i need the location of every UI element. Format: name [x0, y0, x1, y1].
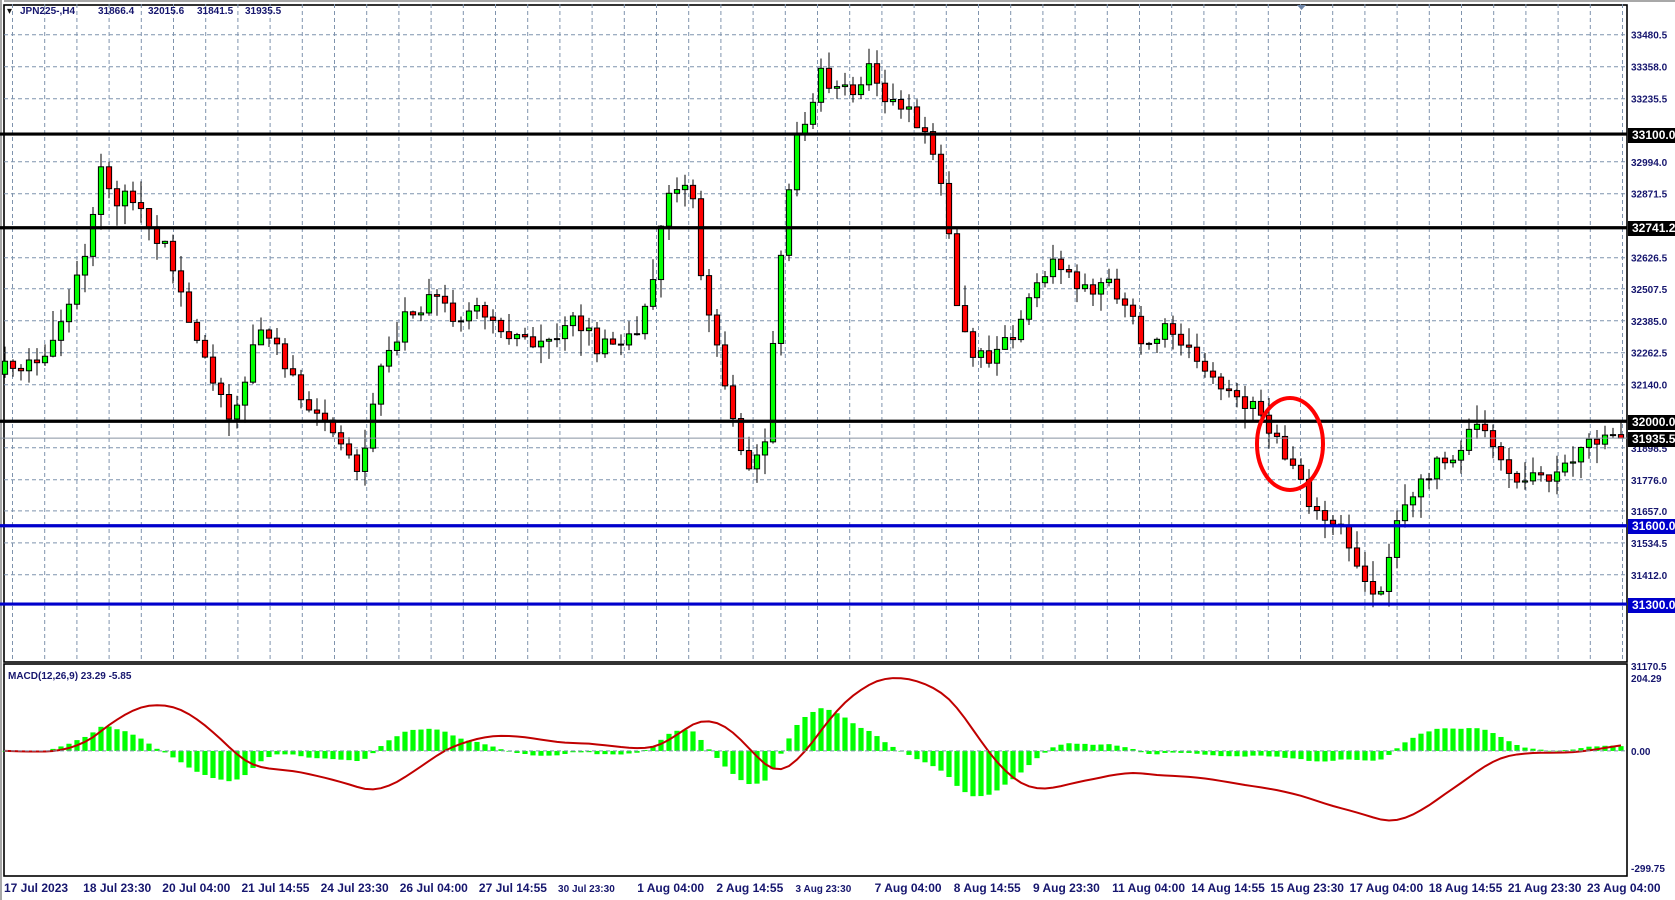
svg-text:23 Aug 04:00: 23 Aug 04:00 — [1587, 881, 1661, 895]
svg-text:7 Aug 04:00: 7 Aug 04:00 — [875, 881, 942, 895]
svg-text:31866.4: 31866.4 — [98, 6, 135, 17]
svg-text:0.00: 0.00 — [1631, 747, 1651, 758]
svg-text:32015.6: 32015.6 — [148, 6, 185, 17]
svg-text:32871.5: 32871.5 — [1631, 190, 1668, 201]
svg-text:21 Jul 14:55: 21 Jul 14:55 — [241, 881, 309, 895]
svg-text:1 Aug 04:00: 1 Aug 04:00 — [637, 881, 704, 895]
svg-text:204.29: 204.29 — [1631, 674, 1662, 685]
svg-text:30 Jul 23:30: 30 Jul 23:30 — [558, 884, 615, 895]
svg-text:32994.0: 32994.0 — [1631, 158, 1668, 169]
svg-text:31841.5: 31841.5 — [197, 6, 234, 17]
svg-text:9 Aug 23:30: 9 Aug 23:30 — [1033, 881, 1100, 895]
svg-text:32626.5: 32626.5 — [1631, 254, 1668, 265]
svg-text:15 Aug 23:30: 15 Aug 23:30 — [1270, 881, 1344, 895]
svg-text:24 Jul 23:30: 24 Jul 23:30 — [321, 881, 389, 895]
svg-text:17 Jul 2023: 17 Jul 2023 — [4, 881, 68, 895]
svg-text:11 Aug 04:00: 11 Aug 04:00 — [1112, 881, 1185, 895]
svg-text:21 Aug 23:30: 21 Aug 23:30 — [1508, 881, 1582, 895]
svg-text:33235.5: 33235.5 — [1631, 95, 1668, 106]
svg-text:31534.5: 31534.5 — [1631, 539, 1668, 550]
svg-text:3 Aug 23:30: 3 Aug 23:30 — [796, 884, 852, 895]
svg-text:33358.0: 33358.0 — [1631, 63, 1668, 74]
svg-text:27 Jul 14:55: 27 Jul 14:55 — [479, 881, 547, 895]
svg-text:2 Aug 14:55: 2 Aug 14:55 — [716, 881, 783, 895]
svg-text:31170.5: 31170.5 — [1631, 662, 1667, 673]
svg-text:18 Aug 14:55: 18 Aug 14:55 — [1429, 881, 1503, 895]
svg-text:JPN225-,H4: JPN225-,H4 — [20, 6, 75, 17]
svg-text:18 Jul 23:30: 18 Jul 23:30 — [83, 881, 151, 895]
svg-text:31412.0: 31412.0 — [1631, 571, 1668, 582]
svg-text:-299.75: -299.75 — [1631, 864, 1665, 875]
svg-text:17 Aug 04:00: 17 Aug 04:00 — [1350, 881, 1424, 895]
svg-text:32262.5: 32262.5 — [1631, 349, 1668, 360]
svg-text:31657.0: 31657.0 — [1631, 507, 1668, 518]
svg-text:8 Aug 14:55: 8 Aug 14:55 — [954, 881, 1021, 895]
svg-text:31776.0: 31776.0 — [1631, 476, 1668, 487]
svg-text:26 Jul 04:00: 26 Jul 04:00 — [400, 881, 468, 895]
svg-text:20 Jul 04:00: 20 Jul 04:00 — [162, 881, 230, 895]
svg-text:MACD(12,26,9) 23.29 -5.85: MACD(12,26,9) 23.29 -5.85 — [8, 671, 132, 682]
svg-text:32507.5: 32507.5 — [1631, 285, 1668, 296]
svg-text:▾: ▾ — [7, 6, 12, 17]
svg-text:14 Aug 14:55: 14 Aug 14:55 — [1191, 881, 1265, 895]
svg-text:31935.5: 31935.5 — [245, 6, 282, 17]
svg-text:33480.5: 33480.5 — [1631, 31, 1668, 42]
svg-text:32385.0: 32385.0 — [1631, 317, 1668, 328]
svg-text:32140.0: 32140.0 — [1631, 381, 1668, 392]
